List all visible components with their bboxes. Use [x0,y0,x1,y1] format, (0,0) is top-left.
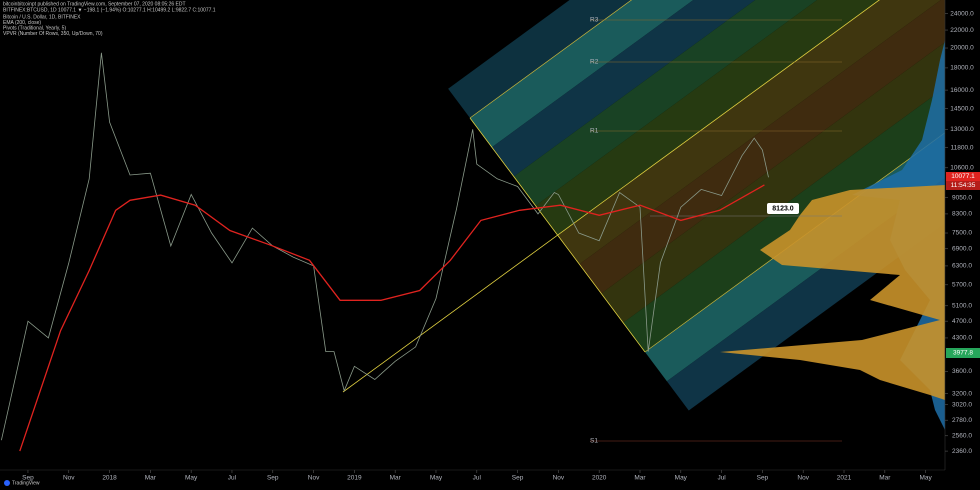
y-tick-label: 3200.0 [952,390,972,397]
price-axis [945,0,980,490]
y-tick-label: 18000.0 [950,65,974,72]
y-tick-label: 11800.0 [950,144,973,151]
series [1,52,769,452]
callout-box [767,203,799,214]
pivot-label: S1 [590,438,598,445]
x-tick-label: Jul [228,475,237,482]
fork-band [448,0,632,118]
x-tick-label: May [185,475,198,482]
legend-ema: EMA (200, close) [3,20,41,26]
x-tick-label: Jul [473,475,482,482]
x-tick-label: 2019 [347,475,362,482]
x-tick-label: May [919,475,932,482]
countdown-box [946,181,980,190]
x-tick-label: Mar [634,475,646,482]
x-tick-label: Sep [757,475,769,482]
y-tick-label: 2780.0 [952,417,972,424]
publisher: bitcoinbitcoinpt published on TradingVie… [3,1,186,7]
volume-profile [720,40,945,430]
y-tick-label: 16000.0 [950,87,974,94]
fork-band [601,42,945,323]
poc-box [946,348,980,358]
line-series [19,184,765,452]
fork-band [557,0,941,265]
y-tick-label: 5700.0 [952,282,972,289]
legend-price: Bitcoin / U.S. Dollar, 1D, BITFINEX [3,14,81,20]
y-tick-label: 14500.0 [950,105,974,112]
y-tick-label: 2360.0 [952,448,972,455]
fork-band [579,0,945,294]
y-tick-label: 8300.0 [952,211,972,218]
x-tick-label: Sep [512,475,524,482]
pivot-label: R1 [590,128,599,135]
volume-down [720,185,945,400]
y-tick-label: 13000.0 [950,126,974,133]
y-tick-label: 5100.0 [952,302,972,309]
last-price: 10077.1 [951,173,975,180]
fork-band [513,0,818,206]
fork-band [470,0,694,148]
time-axis [0,470,945,490]
y-tick-label: 4300.0 [952,335,972,342]
poc-price: 3977.8 [953,350,973,357]
last-price-box [946,172,980,181]
x-tick-label: Nov [553,475,565,482]
line-series [1,52,769,441]
pivots: R3 R2 R1 S1 [590,17,842,445]
x-tick-label: Nov [63,475,75,482]
fork-tine [469,0,633,119]
y-tick-label: 24000.0 [950,10,974,17]
fork-band [535,0,879,235]
axes: 24000.0 22000.0 20000.0 18000.0 16000.0 14500… [22,10,974,481]
y-tick-label: 3600.0 [952,368,972,375]
y-tick-label: 10600.0 [950,164,974,171]
fork-band [623,87,945,352]
y-tick-label: 6900.0 [952,245,972,252]
footer: TradingView [12,480,40,486]
symbol: BITFINEX:BTCUSD, 1D 10077.1 ▼ −198.1 (−1… [3,7,216,13]
x-tick-label: Sep [267,475,279,482]
x-tick-label: May [675,475,688,482]
x-tick-label: 2020 [592,475,607,482]
countdown: 11:54:35 [951,182,976,189]
legend-pivots: Pivots (Traditional, Yearly, 5) [3,25,66,31]
logo [4,480,10,486]
fork-median [342,0,880,393]
y-tick-label: 4700.0 [952,318,972,325]
x-tick-label: 2018 [102,475,117,482]
fork-band [491,0,756,177]
y-tick-label: 2560.0 [952,432,972,439]
x-tick-label: Sep [22,475,34,482]
y-tick-label: 20000.0 [950,45,974,52]
x-tick-label: May [430,475,443,482]
y-tick-label: 3020.0 [952,401,972,408]
legend-vpvr: VPVR (Number Of Rows, 350, Up/Down, 70) [3,31,103,37]
y-tick-label: 9050.0 [952,194,972,201]
x-tick-label: Nov [797,475,809,482]
pivot-label: R3 [590,17,599,24]
pivot-label: R2 [590,59,599,66]
x-tick-label: Jul [717,475,726,482]
callout: 8123.0 [772,205,794,212]
y-tick-label: 22000.0 [950,27,974,34]
x-tick-label: Nov [308,475,320,482]
x-tick-label: Mar [390,475,402,482]
x-tick-label: 2021 [837,475,852,482]
x-tick-label: Mar [145,475,157,482]
x-tick-label: Mar [879,475,891,482]
y-tick-label: 7500.0 [952,230,972,237]
y-tick-label: 6300.0 [952,263,972,270]
